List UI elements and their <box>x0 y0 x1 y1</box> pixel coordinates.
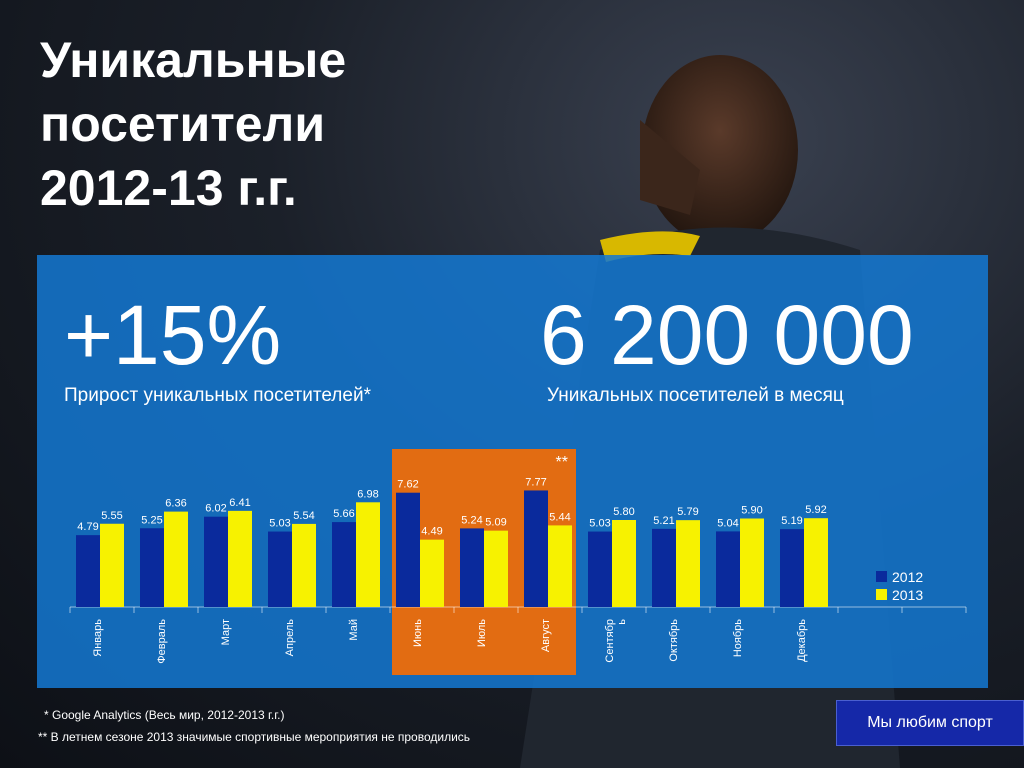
x-tick-label: ь <box>616 619 628 625</box>
summer-highlight-marker: ** <box>556 454 568 471</box>
data-label-2012: 5.66 <box>333 508 354 520</box>
stats-panel: +15% Прирост уникальных посетителей* 6 2… <box>37 255 988 688</box>
data-label-2013: 5.92 <box>805 504 826 516</box>
x-tick-label: Февраль <box>156 619 168 664</box>
monthly-visitors-label: Уникальных посетителей в месяц <box>547 385 844 406</box>
data-label-2013: 5.54 <box>293 510 314 522</box>
bar-2013 <box>612 520 636 607</box>
title-line-2: посетители <box>40 96 326 152</box>
x-tick-label: Ноябрь <box>732 619 744 657</box>
legend-swatch-2012 <box>876 571 887 582</box>
bar-2012 <box>716 531 740 607</box>
bar-2012 <box>204 516 228 607</box>
footnote-source: * Google Analytics (Весь мир, 2012-2013 … <box>44 708 285 722</box>
bar-2013 <box>228 510 252 607</box>
bar-2013 <box>356 502 380 607</box>
bar-2012 <box>524 490 548 607</box>
data-label-2013: 5.90 <box>741 505 762 517</box>
bar-2013 <box>164 511 188 607</box>
data-label-2012: 5.21 <box>653 515 674 527</box>
title-line-3: 2012-13 г.г. <box>40 160 297 216</box>
data-label-2012: 5.03 <box>589 518 610 530</box>
bar-2012 <box>652 528 676 607</box>
bar-2013 <box>420 539 444 607</box>
tagline-button[interactable]: Мы любим спорт <box>836 700 1024 746</box>
monthly-visitors-value: 6 200 000 <box>540 288 914 382</box>
data-label-2012: 7.62 <box>397 479 418 491</box>
bar-2012 <box>780 529 804 607</box>
data-label-2013: 6.36 <box>165 498 186 510</box>
x-tick-label: Март <box>220 619 232 645</box>
x-tick-label: Январь <box>92 619 104 657</box>
title-line-1: Уникальные <box>40 32 347 88</box>
x-tick-label: Август <box>540 619 552 652</box>
bar-2012 <box>140 528 164 607</box>
data-label-2013: 5.55 <box>101 510 122 522</box>
data-label-2013: 5.09 <box>485 517 506 529</box>
bar-2013 <box>804 518 828 607</box>
growth-label: Прирост уникальных посетителей* <box>64 385 371 406</box>
slide-title: Уникальные посетители 2012-13 г.г. <box>40 28 510 220</box>
bar-2013 <box>292 523 316 607</box>
bar-2013 <box>548 525 572 607</box>
data-label-2013: 5.80 <box>613 506 634 518</box>
data-label-2013: 4.49 <box>421 526 442 538</box>
bar-2012 <box>588 531 612 607</box>
x-tick-label: Июнь <box>412 619 424 647</box>
bar-2013 <box>100 523 124 607</box>
x-tick-label: Июль <box>476 619 488 647</box>
bar-2012 <box>76 535 100 607</box>
bar-2013 <box>740 518 764 607</box>
data-label-2012: 5.25 <box>141 514 162 526</box>
x-tick-label: Май <box>348 619 360 641</box>
bar-2013 <box>676 520 700 607</box>
growth-value: +15% <box>64 288 282 382</box>
bar-2013 <box>484 530 508 607</box>
data-label-2012: 5.24 <box>461 514 482 526</box>
legend-label-2013: 2013 <box>892 587 923 603</box>
data-label-2012: 5.19 <box>781 515 802 527</box>
data-label-2012: 5.03 <box>269 518 290 530</box>
data-label-2012: 4.79 <box>77 521 98 533</box>
bar-2012 <box>396 492 420 607</box>
bar-2012 <box>460 528 484 607</box>
x-tick-label: Сентябр <box>604 619 616 663</box>
data-label-2013: 5.44 <box>549 511 570 523</box>
legend-swatch-2013 <box>876 589 887 600</box>
x-tick-label: Октябрь <box>668 619 680 662</box>
data-label-2012: 7.77 <box>525 476 546 488</box>
data-label-2013: 6.41 <box>229 497 250 509</box>
bar-2012 <box>332 522 356 607</box>
x-tick-label: Апрель <box>284 619 296 657</box>
footnote-summer: ** В летнем сезоне 2013 значимые спортив… <box>38 730 471 744</box>
bar-2012 <box>268 531 292 607</box>
data-label-2013: 5.79 <box>677 506 698 518</box>
data-label-2012: 5.04 <box>717 517 738 529</box>
x-tick-label: Декабрь <box>796 619 808 662</box>
legend-label-2012: 2012 <box>892 569 923 585</box>
data-label-2012: 6.02 <box>205 503 226 515</box>
visitors-bar-chart: ** 4.795.55 Январь 5.256.36 Февраль 6.02 6.41 М… <box>69 449 967 675</box>
data-label-2013: 6.98 <box>357 488 378 500</box>
